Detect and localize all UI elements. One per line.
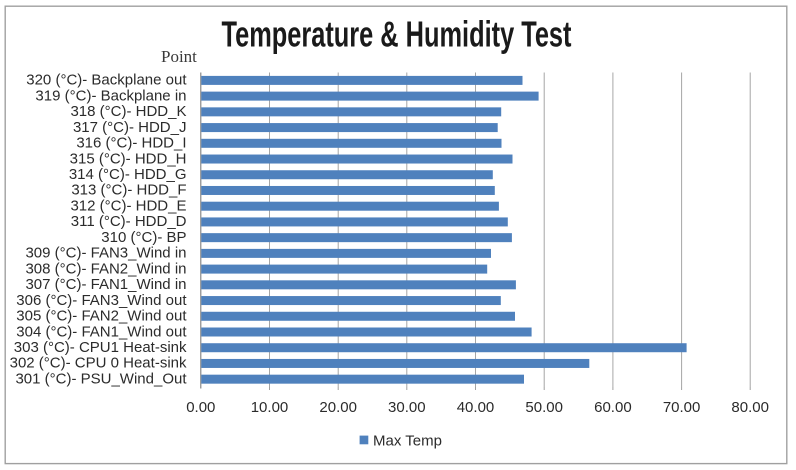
svg-text:302 (°C)- CPU 0 Heat-sink: 302 (°C)- CPU 0 Heat-sink	[10, 355, 187, 372]
svg-text:Max Temp: Max Temp	[373, 433, 442, 450]
svg-text:80.00: 80.00	[731, 399, 769, 416]
svg-text:309 (°C)- FAN3_Wind in: 309 (°C)- FAN3_Wind in	[25, 245, 186, 262]
svg-text:313 (°C)- HDD_F: 313 (°C)- HDD_F	[71, 182, 186, 199]
svg-text:0.00: 0.00	[186, 399, 215, 416]
svg-text:317 (°C)- HDD_J: 317 (°C)- HDD_J	[73, 119, 187, 136]
svg-text:70.00: 70.00	[663, 399, 701, 416]
svg-text:311 (°C)- HDD_D: 311 (°C)- HDD_D	[71, 213, 187, 230]
svg-text:312 (°C)- HDD_E: 312 (°C)- HDD_E	[70, 197, 186, 214]
svg-text:303 (°C)- CPU1 Heat-sink: 303 (°C)- CPU1 Heat-sink	[14, 339, 187, 356]
svg-text:308 (°C)- FAN2_Wind in: 308 (°C)- FAN2_Wind in	[25, 260, 186, 277]
svg-text:306 (°C)- FAN3_Wind out: 306 (°C)- FAN3_Wind out	[16, 292, 187, 309]
svg-text:Temperature & Humidity Test: Temperature & Humidity Test	[222, 14, 572, 54]
svg-text:10.00: 10.00	[251, 399, 289, 416]
svg-text:304 (°C)- FAN1_Wind out: 304 (°C)- FAN1_Wind out	[16, 323, 187, 340]
svg-text:316 (°C)- HDD_I: 316 (°C)- HDD_I	[76, 135, 186, 152]
svg-text:30.00: 30.00	[388, 399, 426, 416]
svg-text:Point: Point	[161, 47, 197, 66]
svg-text:307 (°C)- FAN1_Wind in: 307 (°C)- FAN1_Wind in	[25, 276, 186, 293]
svg-text:50.00: 50.00	[525, 399, 563, 416]
svg-text:20.00: 20.00	[319, 399, 357, 416]
svg-text:40.00: 40.00	[457, 399, 495, 416]
svg-text:320 (°C)- Backplane out: 320 (°C)- Backplane out	[26, 72, 187, 89]
svg-text:310 (°C)- BP: 310 (°C)- BP	[101, 229, 186, 246]
svg-text:301 (°C)- PSU_Wind_Out: 301 (°C)- PSU_Wind_Out	[15, 370, 187, 387]
svg-text:319 (°C)- Backplane in: 319 (°C)- Backplane in	[35, 87, 186, 104]
svg-text:315 (°C)- HDD_H: 315 (°C)- HDD_H	[70, 150, 187, 167]
svg-text:314 (°C)- HDD_G: 314 (°C)- HDD_G	[69, 166, 187, 183]
svg-text:60.00: 60.00	[594, 399, 632, 416]
svg-text:318 (°C)- HDD_K: 318 (°C)- HDD_K	[70, 103, 186, 120]
svg-text:305 (°C)- FAN2_Wind out: 305 (°C)- FAN2_Wind out	[16, 308, 187, 325]
